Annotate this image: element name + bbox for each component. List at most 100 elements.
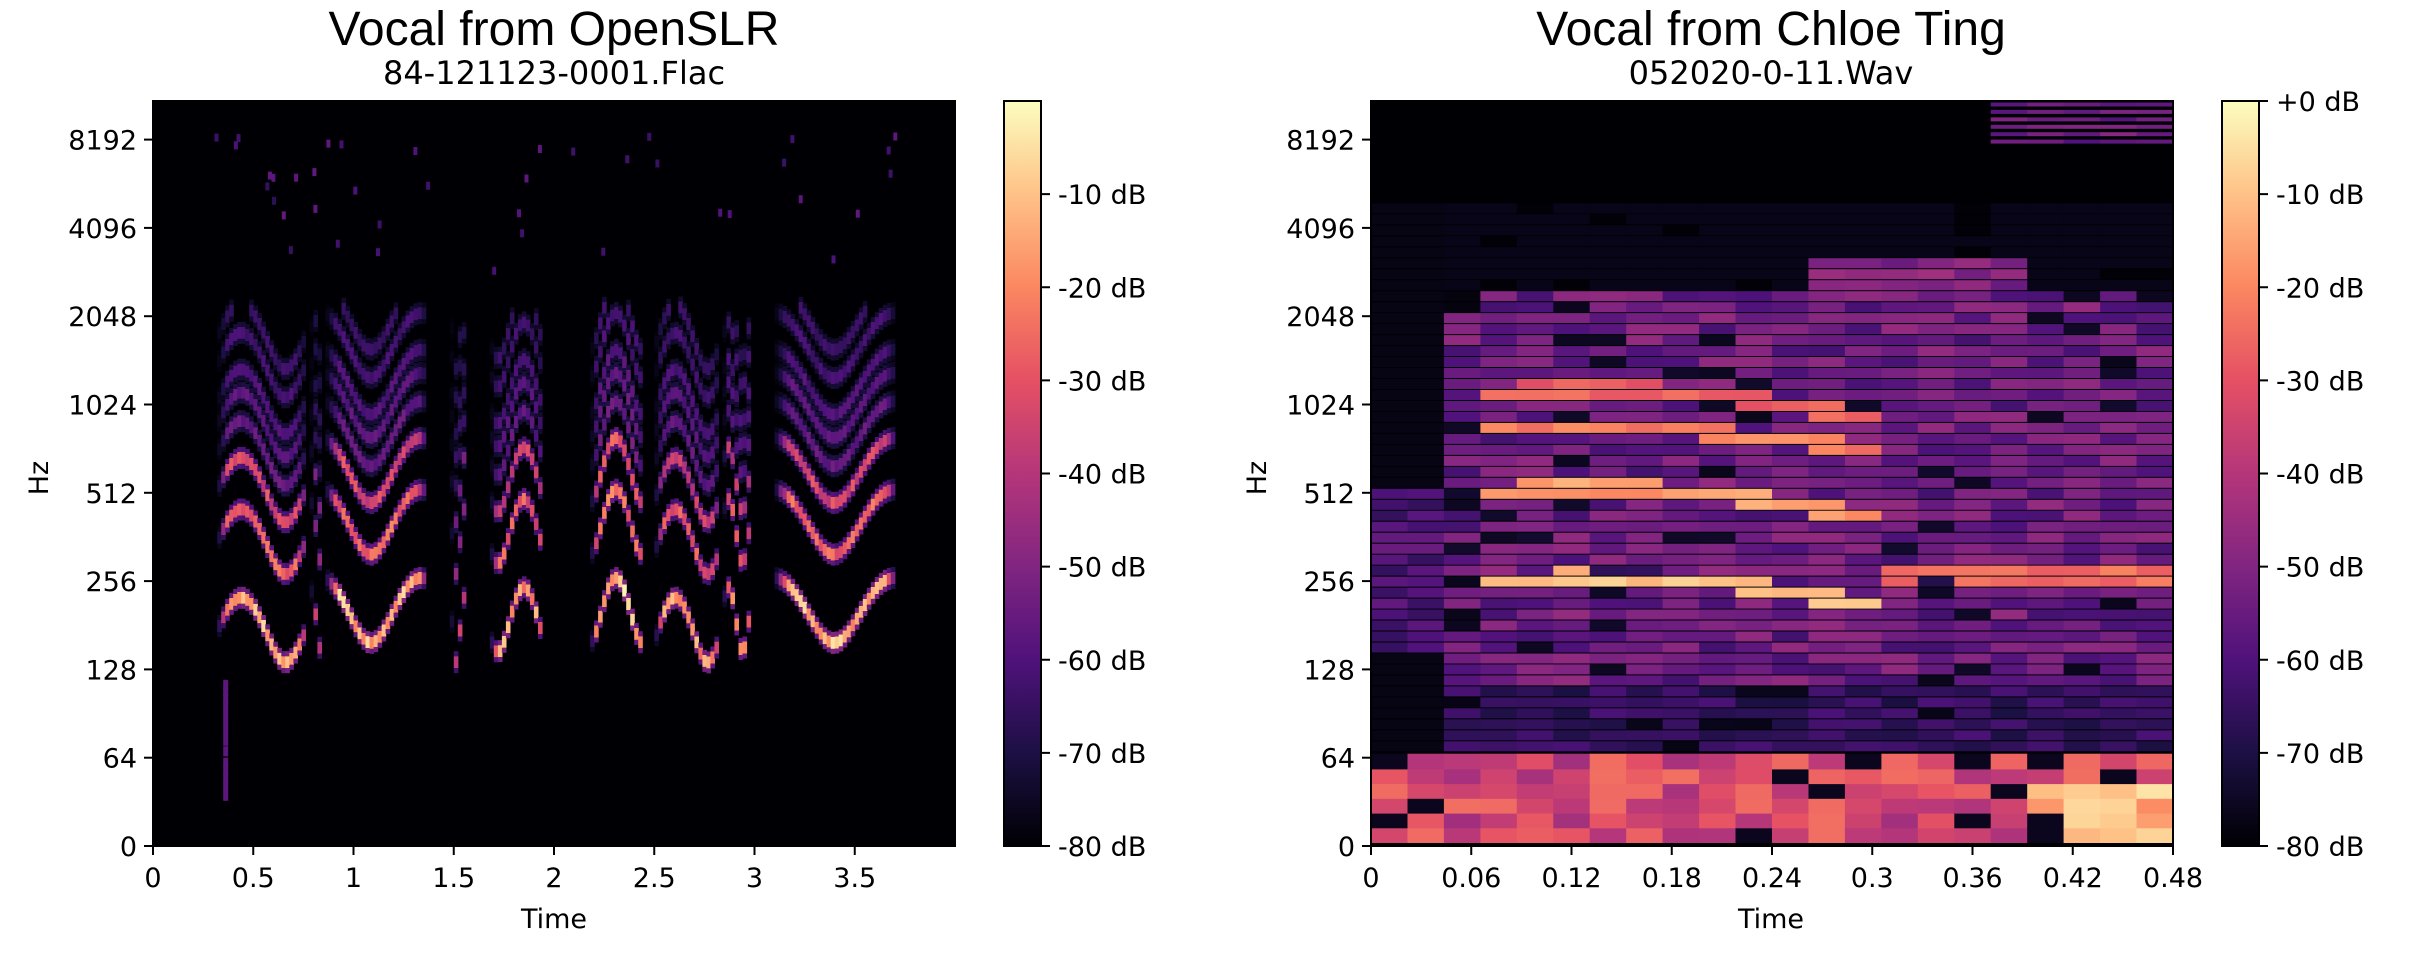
spectrogram-cell (862, 346, 868, 352)
spectrogram-cell (409, 436, 415, 449)
spectrogram-cell (654, 540, 659, 553)
spectrogram-cell (1589, 768, 1627, 785)
spectrogram-cell (794, 584, 800, 590)
spectrogram-cell (249, 387, 254, 393)
spectrogram-cell (313, 310, 318, 315)
right-colorbar-ticks: +0 dB-10 dB-20 dB-30 dB-40 dB-50 dB-60 d… (2259, 87, 2364, 863)
spectrogram-cell (2063, 433, 2101, 444)
spectrogram-cell (337, 443, 343, 449)
spectrogram-cell (810, 438, 816, 451)
spectrogram-cell (630, 380, 635, 386)
spectrogram-cell (638, 426, 643, 432)
spectrogram-cell (1881, 499, 1919, 510)
spectrogram-cell (1662, 291, 1700, 302)
spectrogram-cell (738, 566, 744, 572)
spectrogram-cell (1772, 675, 1810, 686)
spectrogram-cell (229, 333, 234, 345)
spectrogram-cell (405, 575, 411, 581)
spectrogram-cell (233, 388, 238, 401)
spectrogram-cell (1480, 422, 1518, 433)
spectrogram-cell (1626, 225, 1664, 236)
spectrogram-cell (818, 627, 824, 640)
spectrogram-cell (2027, 214, 2065, 225)
spectrogram-cell (1990, 109, 2028, 114)
spectrogram-cell (361, 556, 367, 562)
spectrogram-cell (1917, 510, 1955, 521)
spectrogram-cell (249, 392, 254, 405)
spectrogram-cell (654, 400, 659, 413)
spectrogram-cell (1990, 466, 2028, 477)
spectrogram-cell (221, 446, 226, 452)
spectrogram-cell (401, 381, 407, 394)
spectrogram-cell (734, 630, 739, 636)
spectrogram-cell (634, 358, 639, 363)
spectrogram-cell (2100, 58, 2137, 62)
spectrogram-cell (297, 345, 302, 358)
spectrogram-cell (1917, 203, 1955, 214)
spectrogram-cell (1553, 620, 1591, 631)
spectrogram-cell (329, 484, 334, 490)
spectrogram-cell (874, 388, 880, 394)
spectrogram-cell (1371, 675, 1409, 686)
spectrogram-cell (830, 343, 836, 356)
spectrogram-cell (1917, 335, 1955, 346)
spectrogram-cell (1699, 554, 1737, 565)
spectrogram-cell (810, 475, 816, 488)
spectrogram-cell (397, 465, 403, 470)
spectrogram-cell (2100, 73, 2137, 77)
spectrogram-cell (233, 377, 238, 383)
spectrogram-cell (1991, 95, 2028, 99)
spectrogram-cell (826, 490, 832, 496)
spectrogram-cell (285, 362, 290, 375)
spectrogram-cell (1699, 565, 1737, 576)
spectrogram-cell (309, 580, 314, 586)
spectrogram-cell (830, 648, 836, 654)
spectrogram-cell (1844, 631, 1882, 642)
spectrogram-cell (413, 573, 419, 586)
spectrogram-cell (842, 485, 848, 491)
spectrogram-cell (2100, 390, 2138, 400)
spectrogram-cell (1480, 313, 1518, 324)
spectrogram-cell (509, 517, 515, 530)
spectrogram-cell (698, 554, 703, 560)
spectrogram-cell (297, 510, 302, 516)
x-tick-label: 0.48 (2143, 863, 2203, 894)
spectrogram-cell (742, 653, 748, 659)
spectrogram-cell (718, 208, 723, 217)
spectrogram-cell (710, 358, 715, 371)
spectrogram-cell (826, 458, 832, 471)
spectrogram-cell (2027, 291, 2065, 302)
spectrogram-cell (538, 528, 543, 534)
spectrogram-cell (457, 354, 463, 360)
spectrogram-cell (257, 330, 262, 335)
spectrogram-cell (1662, 587, 1700, 598)
spectrogram-cell (742, 548, 748, 554)
spectrogram-cell (453, 439, 459, 445)
spectrogram-cell (405, 435, 411, 441)
spectrogram-cell (341, 608, 347, 614)
spectrogram-cell (261, 531, 266, 544)
spectrogram-cell (2063, 609, 2101, 620)
spectrogram-cell (1844, 554, 1882, 565)
spectrogram-cell (686, 466, 691, 472)
spectrogram-cell (1917, 797, 1955, 814)
spectrogram-cell (1589, 302, 1627, 313)
spectrogram-cell (830, 460, 836, 473)
spectrogram-cell (601, 247, 606, 256)
spectrogram-cell (1844, 797, 1882, 814)
spectrogram-cell (1371, 510, 1409, 521)
spectrogram-cell (630, 343, 635, 349)
spectrogram-cell (489, 338, 495, 344)
spectrogram-cell (421, 367, 427, 380)
spectrogram-cell (654, 364, 659, 377)
spectrogram-cell (1990, 368, 2028, 378)
spectrogram-cell (313, 620, 318, 626)
spectrogram-cell (698, 437, 703, 443)
spectrogram-cell (882, 358, 888, 364)
spectrogram-cell (830, 631, 836, 637)
spectrogram-cell (1954, 708, 1992, 719)
spectrogram-cell (774, 390, 780, 396)
spectrogram-cell (1772, 335, 1810, 346)
spectrogram-cell (533, 378, 539, 391)
spectrogram-cell (686, 471, 691, 484)
